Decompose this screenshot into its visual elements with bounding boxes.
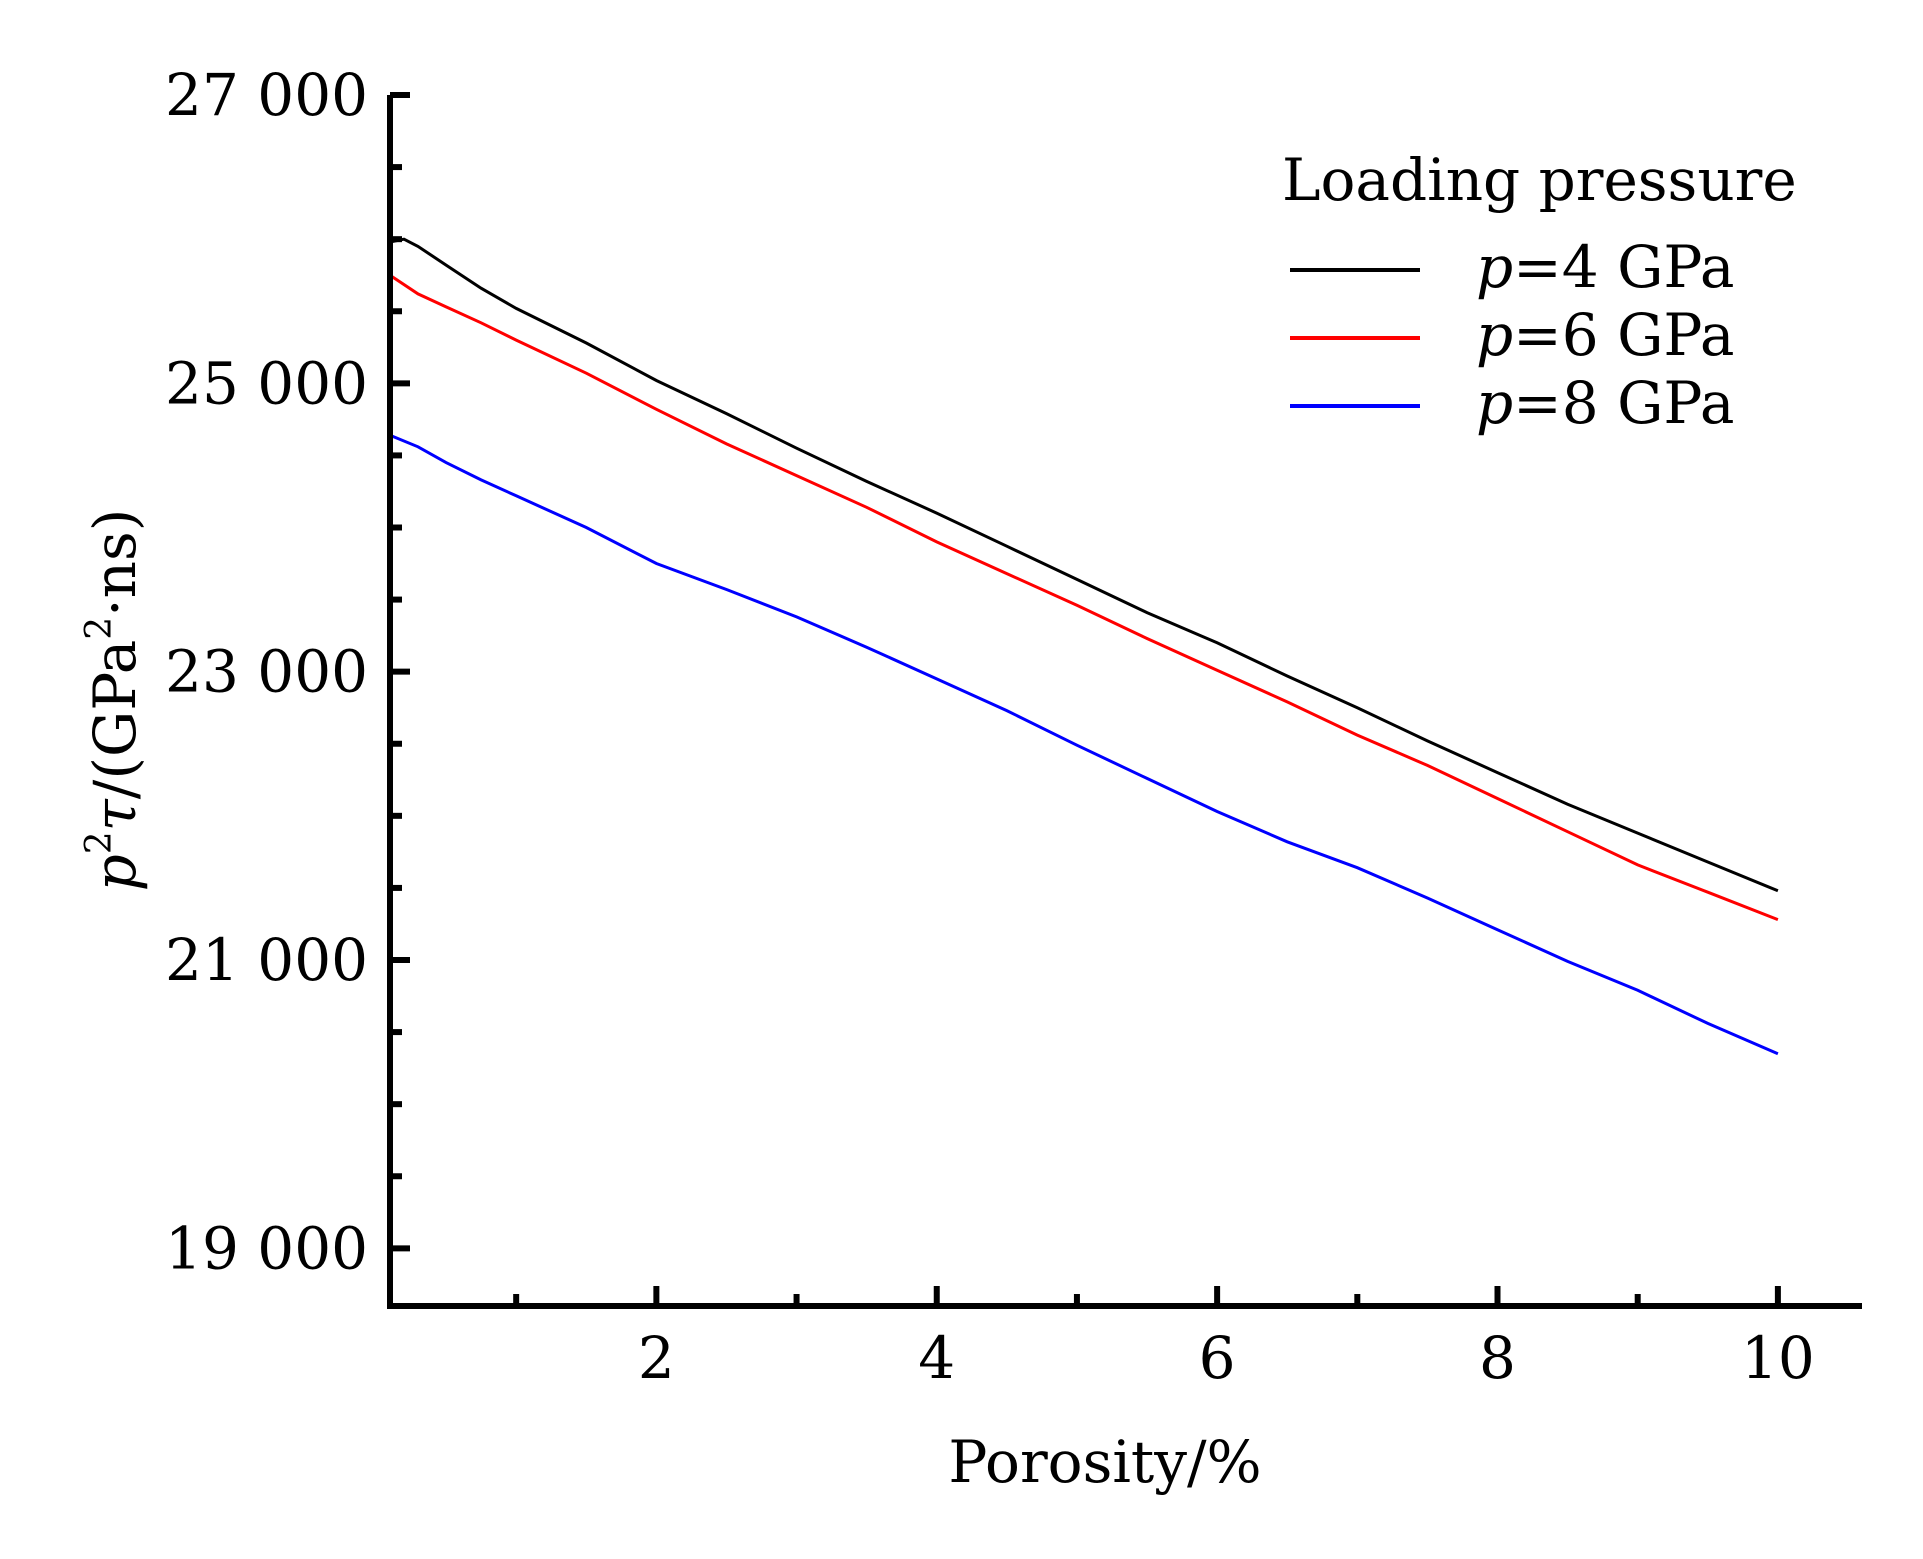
y-axis-title-var: p [81,854,149,891]
series-line-3 [389,433,1779,1056]
legend-title: Loading pressure [1282,146,1797,214]
y-tick-label: 21 000 [165,926,368,994]
y-axis-title-unit-close: ·ns) [81,509,149,617]
series-lines [389,237,1779,1056]
x-tick-label: 8 [1479,1324,1516,1392]
y-tick-label: 25 000 [165,349,368,417]
y-axis-title-sup: 2 [79,831,120,854]
x-axis-title: Porosity/% [948,1428,1261,1496]
x-tick-label: 6 [1199,1324,1236,1392]
x-axis-ticks: 2 4 6 8 10 [513,1286,1815,1392]
x-tick-label: 4 [918,1324,955,1392]
x-tick-label: 10 [1741,1324,1815,1392]
plot-axes [387,95,1862,1309]
x-tick-label: 2 [638,1324,675,1392]
y-axis-ticks: 19 000 21 000 23 000 25 000 27 000 [165,61,410,1282]
y-axis-title-unit-sup: 2 [79,617,120,640]
series-line-2 [389,273,1779,921]
series-line-1 [389,237,1779,893]
y-tick-label: 27 000 [165,61,368,129]
legend-label: p=4 GPa [1476,233,1734,301]
legend-label: p=6 GPa [1476,301,1734,369]
y-axis-title: p2τ/(GPa2·ns) [79,509,149,892]
y-tick-label: 19 000 [165,1214,368,1282]
legend-label: p=8 GPa [1476,369,1734,437]
y-tick-label: 23 000 [165,638,368,706]
y-axis-title-unit: /(GPa [81,640,149,800]
y-axis-title-tau: τ [81,798,149,831]
